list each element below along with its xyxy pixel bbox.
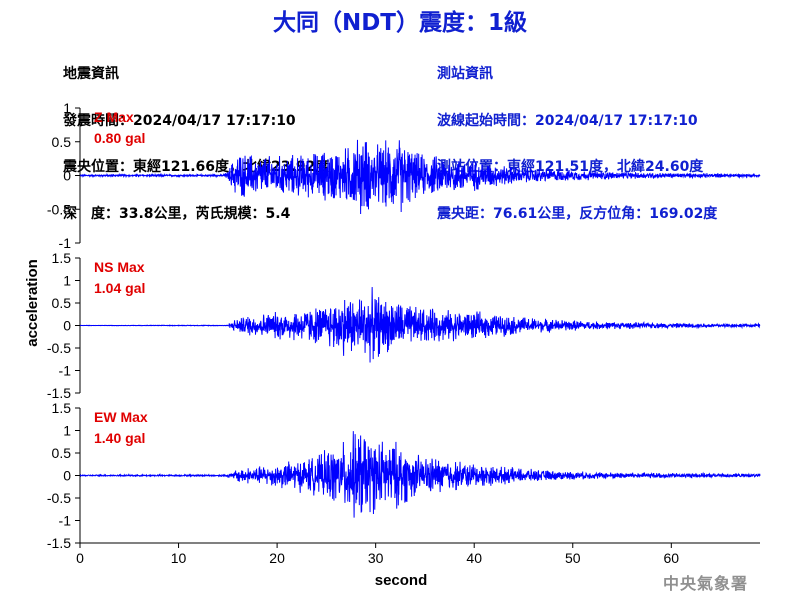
y-axis-label: acceleration: [24, 259, 41, 347]
y-tick-label-ns: 0: [63, 318, 71, 334]
origin-time: 發震時間：2024/04/17 17:17:10: [63, 112, 296, 129]
depth-magnitude: 深 度：33.8公里，芮氏規模：5.4: [63, 205, 291, 222]
x-tick-label: 40: [466, 550, 482, 566]
y-tick-label-z: -0.5: [47, 201, 71, 217]
chart-title: 大同（NDT）震度：1級: [272, 10, 528, 36]
x-tick-label: 10: [171, 550, 187, 566]
max-label-ns: NS Max: [94, 259, 145, 275]
x-axis-label: second: [375, 572, 428, 589]
y-tick-label-ns: 0.5: [52, 295, 72, 311]
y-tick-label-ew: 1: [63, 423, 71, 439]
agency-credit: 中央氣象署: [662, 574, 748, 593]
max-value-ew: 1.40 gal: [94, 430, 145, 446]
x-tick-label: 60: [664, 550, 680, 566]
y-tick-label-ew: -0.5: [47, 490, 71, 506]
epicentral-distance: 震央距：76.61公里，反方位角：169.02度: [437, 205, 718, 222]
y-tick-label-ew: 0: [63, 468, 71, 484]
wave-start-time: 波線起始時間：2024/04/17 17:17:10: [437, 112, 698, 129]
waveform-trace-ns: [79, 287, 761, 363]
max-value-ns: 1.04 gal: [94, 280, 145, 296]
y-tick-label-z: 0.5: [52, 134, 72, 150]
x-tick-label: 20: [269, 550, 285, 566]
y-tick-label-z: 1: [63, 100, 71, 116]
max-label-ew: EW Max: [94, 409, 148, 425]
y-tick-label-ew: -1.5: [47, 535, 71, 551]
y-tick-label-z: -1: [59, 235, 72, 251]
max-label-z: Z Max: [94, 109, 134, 125]
y-tick-label-ns: 1.5: [52, 250, 72, 266]
quake-info-block: 地震資訊 發震時間：2024/04/17 17:17:10 震央位置：東經121…: [63, 36, 329, 238]
y-tick-label-ns: -1.5: [47, 385, 71, 401]
x-tick-label: 30: [368, 550, 384, 566]
y-tick-label-ns: -1: [59, 363, 72, 379]
y-tick-label-ew: -1: [59, 513, 72, 529]
y-tick-label-ns: 1: [63, 273, 71, 289]
quake-info-header: 地震資訊: [63, 66, 119, 82]
waveform-trace-z: [79, 139, 761, 215]
waveform-trace-ew: [79, 431, 761, 518]
y-tick-label-ew: 1.5: [52, 400, 72, 416]
x-tick-label: 50: [565, 550, 581, 566]
x-tick-label: 0: [76, 550, 84, 566]
station-info-header: 測站資訊: [437, 66, 493, 82]
max-value-z: 0.80 gal: [94, 130, 145, 146]
station-info-block: 測站資訊 波線起始時間：2024/04/17 17:17:10 測站位置：東經1…: [437, 36, 717, 238]
y-tick-label-ew: 0.5: [52, 445, 72, 461]
y-tick-label-z: 0: [63, 168, 71, 184]
y-tick-label-ns: -0.5: [47, 340, 71, 356]
